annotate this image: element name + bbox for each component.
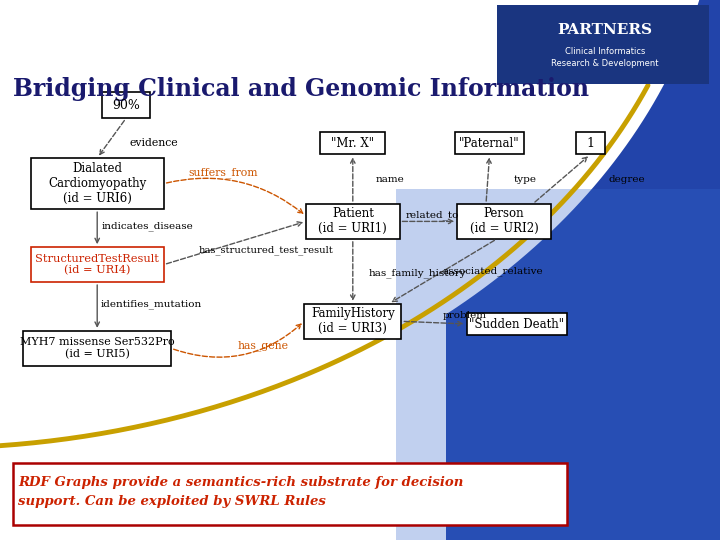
Text: has_structured_test_result: has_structured_test_result bbox=[199, 246, 334, 255]
FancyBboxPatch shape bbox=[576, 132, 605, 154]
FancyBboxPatch shape bbox=[497, 5, 709, 84]
Text: "Mr. X": "Mr. X" bbox=[331, 137, 374, 150]
Text: "Sudden Death": "Sudden Death" bbox=[469, 318, 564, 330]
FancyBboxPatch shape bbox=[31, 158, 164, 209]
Text: StructuredTestResult
(id = URI4): StructuredTestResult (id = URI4) bbox=[35, 254, 159, 275]
Text: has_family_history: has_family_history bbox=[369, 268, 467, 278]
Text: Patient
(id = URI1): Patient (id = URI1) bbox=[318, 207, 387, 235]
Text: Dialated
Cardiomyopathy
(id = URI6): Dialated Cardiomyopathy (id = URI6) bbox=[48, 162, 146, 205]
FancyBboxPatch shape bbox=[457, 204, 551, 239]
FancyBboxPatch shape bbox=[456, 132, 524, 154]
Text: Research & Development: Research & Development bbox=[551, 59, 659, 68]
Text: "Paternal": "Paternal" bbox=[459, 137, 520, 150]
Text: FamilyHistory
(id = URI3): FamilyHistory (id = URI3) bbox=[311, 307, 395, 335]
Text: suffers_from: suffers_from bbox=[189, 167, 258, 178]
FancyBboxPatch shape bbox=[24, 330, 171, 366]
FancyBboxPatch shape bbox=[306, 204, 400, 239]
Text: 1: 1 bbox=[586, 137, 595, 150]
Text: RDF Graphs provide a semantics-rich substrate for decision
support. Can be explo: RDF Graphs provide a semantics-rich subs… bbox=[18, 476, 464, 509]
Text: Bridging Clinical and Genomic Information: Bridging Clinical and Genomic Informatio… bbox=[13, 77, 589, 101]
Text: identifies_mutation: identifies_mutation bbox=[101, 299, 202, 309]
Text: Person
(id = URI2): Person (id = URI2) bbox=[469, 207, 539, 235]
FancyBboxPatch shape bbox=[320, 132, 385, 154]
Text: MYH7 missense Ser532Pro
(id = URI5): MYH7 missense Ser532Pro (id = URI5) bbox=[20, 338, 174, 359]
Text: name: name bbox=[376, 175, 405, 184]
Text: 90%: 90% bbox=[112, 99, 140, 112]
Text: problem: problem bbox=[442, 312, 487, 320]
Text: has_gene: has_gene bbox=[238, 340, 288, 351]
FancyBboxPatch shape bbox=[31, 247, 164, 282]
Text: associated_relative: associated_relative bbox=[443, 267, 544, 276]
Text: evidence: evidence bbox=[129, 138, 178, 148]
FancyBboxPatch shape bbox=[102, 92, 150, 118]
Polygon shape bbox=[396, 189, 720, 540]
Text: indicates_disease: indicates_disease bbox=[102, 221, 194, 231]
Text: related_to: related_to bbox=[405, 210, 459, 220]
Polygon shape bbox=[0, 0, 720, 459]
Text: type: type bbox=[514, 175, 537, 184]
FancyBboxPatch shape bbox=[13, 463, 567, 525]
Text: Clinical Informatics: Clinical Informatics bbox=[564, 47, 645, 56]
Text: degree: degree bbox=[608, 175, 644, 184]
Text: PARTNERS: PARTNERS bbox=[557, 23, 652, 37]
FancyBboxPatch shape bbox=[304, 303, 402, 339]
FancyBboxPatch shape bbox=[467, 313, 567, 335]
